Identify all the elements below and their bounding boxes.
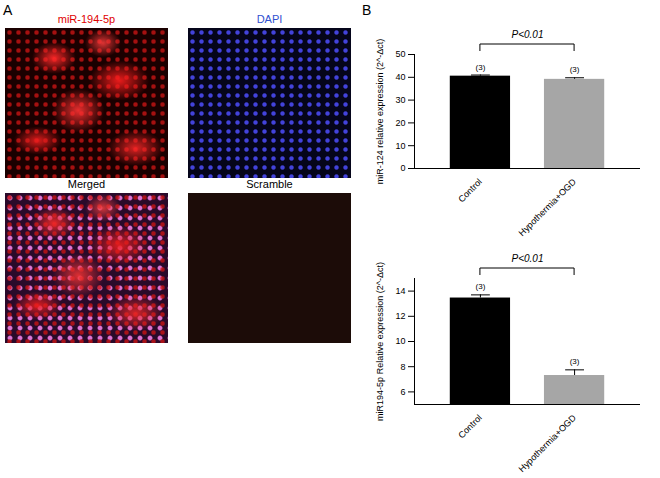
svg-text:6: 6	[400, 387, 405, 397]
svg-text:10: 10	[395, 141, 405, 151]
html-text:A: A	[3, 2, 13, 18]
svg-text:0: 0	[400, 163, 405, 173]
svg-text:10: 10	[395, 336, 405, 346]
svg-text:30: 30	[395, 95, 405, 105]
html-text:Merged: Merged	[67, 178, 106, 190]
svg-text:40: 40	[395, 72, 405, 82]
svg-text:50: 50	[395, 49, 405, 59]
html-text:B: B	[362, 2, 372, 18]
svg-text:(3): (3)	[570, 357, 580, 366]
svg-text:14: 14	[395, 286, 405, 296]
svg-text:(3): (3)	[476, 282, 486, 291]
svg-text:miR-124 relative expression (2: miR-124 relative expression (2^-Δct)	[375, 39, 385, 184]
svg-text:Hypothermia+OGD: Hypothermia+OGD	[517, 176, 579, 238]
html-text:DAPI: DAPI	[256, 13, 283, 25]
svg-text:8: 8	[400, 362, 405, 372]
svg-text:Control: Control	[456, 413, 484, 441]
svg-text:miR194-5p Relative expression: miR194-5p Relative expression (2^-Δct)	[375, 262, 385, 421]
svg-text:12: 12	[395, 311, 405, 321]
html-text:Scramble: Scramble	[246, 178, 293, 190]
html-text:miR-194-5p: miR-194-5p	[57, 13, 116, 25]
svg-text:20: 20	[395, 118, 405, 128]
svg-text:(3): (3)	[476, 63, 486, 72]
svg-text:(3): (3)	[570, 65, 580, 74]
svg-text:P<0.01: P<0.01	[512, 29, 544, 40]
svg-text:P<0.01: P<0.01	[512, 253, 544, 264]
svg-text:Hypothermia+OGD: Hypothermia+OGD	[517, 412, 579, 474]
svg-text:Control: Control	[456, 177, 484, 205]
